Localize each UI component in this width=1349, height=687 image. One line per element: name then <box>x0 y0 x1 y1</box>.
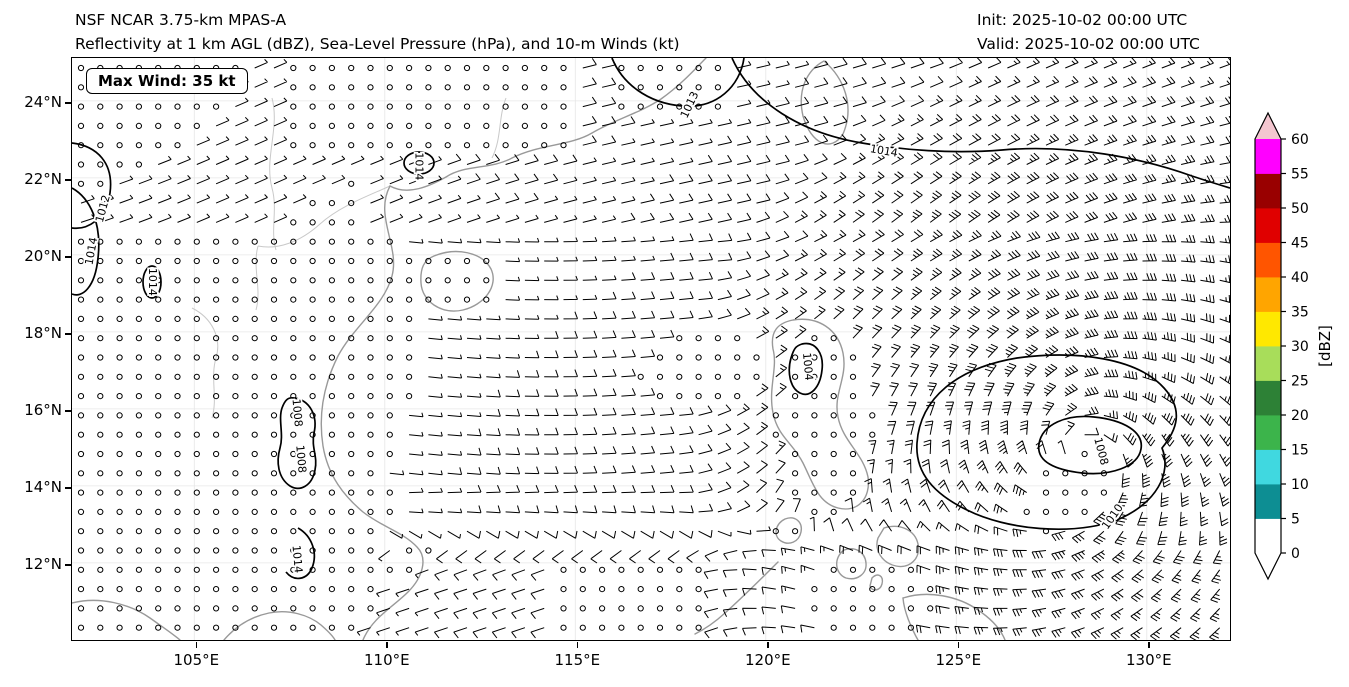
colorbar-tick-label: 35 <box>1291 305 1309 321</box>
colorbar-tick-label: 20 <box>1291 408 1309 424</box>
x-tick-label: 130°E <box>1125 651 1172 669</box>
y-tick-mark <box>65 333 71 335</box>
colorbar-tick-label: 0 <box>1291 546 1300 562</box>
y-tick-label: 24°N <box>24 92 62 111</box>
y-tick-label: 12°N <box>24 554 62 573</box>
colorbar-tick-label: 5 <box>1291 512 1300 528</box>
colorbar-tick-label: 10 <box>1291 477 1309 493</box>
y-tick-label: 20°N <box>24 246 62 265</box>
field-subtitle: Reflectivity at 1 km AGL (dBZ), Sea-Leve… <box>75 35 680 53</box>
x-tick-mark <box>386 642 388 648</box>
colorbar-tick-label: 30 <box>1291 339 1309 355</box>
colorbar-tick-label: 50 <box>1291 201 1309 217</box>
colorbar-over-arrow <box>1255 113 1281 139</box>
colorbar: 0 5 10 15 20 25 30 35 40 45 50 55 60 <box>1254 111 1309 581</box>
y-tick-mark <box>65 564 71 566</box>
slp-contours <box>72 58 1230 580</box>
x-tick-label: 115°E <box>554 651 601 669</box>
slp-contour-label: 1008 <box>1091 436 1111 466</box>
header-titles: NSF NCAR 3.75-km MPAS-A Reflectivity at … <box>75 8 680 56</box>
wind-barbs <box>80 58 1230 640</box>
slp-contour-label: 1014 <box>146 268 159 296</box>
y-tick-mark <box>65 410 71 412</box>
calm-wind-circles <box>77 64 1108 631</box>
colorbar-tick-label: 40 <box>1291 270 1309 286</box>
init-time: Init: 2025-10-02 00:00 UTC <box>977 11 1188 29</box>
colorbar-tick-label: 55 <box>1291 167 1309 183</box>
max-wind-annotation: Max Wind: 35 kt <box>86 68 248 94</box>
header-times: Init: 2025-10-02 00:00 UTC Valid: 2025-1… <box>977 8 1200 56</box>
y-tick-label: 16°N <box>24 400 62 419</box>
slp-contour-label: 1008 <box>290 398 305 427</box>
x-tick-mark <box>195 642 198 648</box>
slp-contour-label: 1014 <box>413 152 426 180</box>
colorbar-under-arrow <box>1255 553 1281 579</box>
x-tick-label: 125°E <box>935 651 982 669</box>
map-svg: 1013101410141012101410141008100810141004… <box>72 58 1230 640</box>
slp-contour-label: 1014 <box>290 545 305 574</box>
valid-time: Valid: 2025-10-02 00:00 UTC <box>977 35 1200 53</box>
y-tick-mark <box>65 179 71 181</box>
x-tick-mark <box>1148 642 1150 648</box>
x-tick-mark <box>576 642 579 648</box>
model-title: NSF NCAR 3.75-km MPAS-A <box>75 11 287 29</box>
y-tick-label: 14°N <box>24 477 62 496</box>
y-tick-label: 18°N <box>24 323 62 342</box>
map-plot: 1013 1014 1014 1012 1014 1014 1008 1008 1014 1004… <box>71 57 1231 641</box>
x-tick-label: 105°E <box>173 651 220 669</box>
slp-contour-label: 1004 <box>800 352 815 381</box>
slp-contour-label: 1008 <box>293 444 308 473</box>
x-tick-mark <box>957 642 960 648</box>
x-tick-label: 110°E <box>363 651 410 669</box>
x-tick-label: 120°E <box>744 651 791 669</box>
colorbar-tick-label: 45 <box>1291 236 1309 252</box>
y-tick-mark <box>65 487 71 489</box>
y-tick-mark <box>65 256 71 258</box>
y-tick-mark <box>65 102 71 104</box>
y-tick-label: 22°N <box>24 169 62 188</box>
colorbar-tick-label: 60 <box>1291 132 1309 148</box>
slp-contour-label: 1014 <box>869 142 899 160</box>
colorbar-label: [dBZ] <box>1316 325 1334 367</box>
colorbar-tick-label: 15 <box>1291 443 1309 459</box>
x-tick-mark <box>767 642 769 648</box>
colorbar-tick-label: 25 <box>1291 374 1309 390</box>
